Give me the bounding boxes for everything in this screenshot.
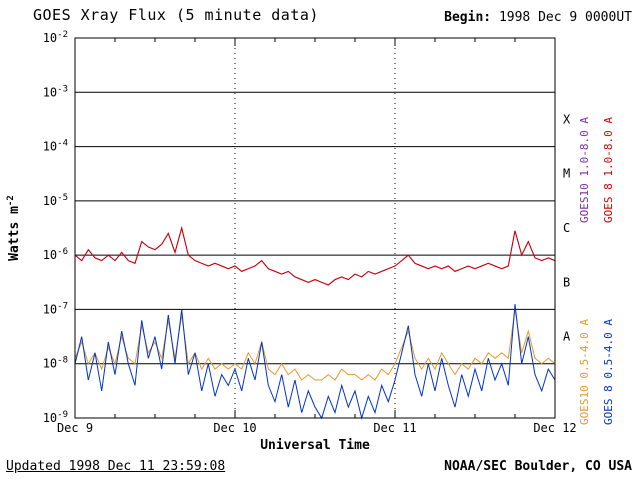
- x-axis-label: Universal Time: [260, 438, 370, 453]
- legend-label: GOES10 1.0-8.0 A: [578, 117, 591, 223]
- y-axis-label: Watts m-2: [6, 195, 22, 261]
- series-goes-8-0.5-4.0-a: [74, 303, 556, 420]
- y-tick-label: 10-3: [43, 84, 68, 99]
- legend-label: GOES 8 1.0-8.0 A: [602, 117, 615, 223]
- y-tick-label: 10-6: [43, 247, 68, 262]
- series-goes-8-1.0-8.0-a: [74, 226, 556, 286]
- flare-class-label: X: [563, 112, 571, 126]
- flare-class-label: C: [563, 221, 570, 235]
- begin-label: Begin:: [444, 10, 492, 25]
- series-goes10-0.5-4.0-a: [74, 309, 556, 381]
- legend-label: GOES 8 0.5-4.0 A: [602, 319, 615, 425]
- updated-timestamp: Updated 1998 Dec 11 23:59:08: [6, 459, 226, 474]
- y-tick-label: 10-2: [43, 30, 68, 45]
- begin-timestamp: Begin: 1998 Dec 9 0000UT: [444, 10, 632, 25]
- x-tick-label: Dec 9: [57, 421, 93, 435]
- x-tick-label: Dec 10: [213, 421, 256, 435]
- x-tick-label: Dec 12: [533, 421, 576, 435]
- y-tick-label: 10-7: [43, 301, 68, 316]
- series-goes10-1.0-8.0-a: [74, 226, 556, 286]
- y-tick-label: 10-8: [43, 356, 68, 371]
- y-tick-label: 10-5: [43, 193, 68, 208]
- legend-label: GOES10 0.5-4.0 A: [578, 319, 591, 425]
- credit-text: NOAA/SEC Boulder, CO USA: [444, 459, 632, 474]
- flare-class-label: A: [563, 330, 571, 344]
- page-title: GOES Xray Flux (5 minute data): [33, 6, 319, 24]
- begin-value: 1998 Dec 9 0000UT: [498, 10, 632, 25]
- y-tick-label: 10-4: [43, 139, 68, 154]
- x-tick-label: Dec 11: [373, 421, 416, 435]
- flare-class-label: M: [563, 167, 570, 181]
- plot-border: [74, 37, 556, 419]
- flare-class-label: B: [563, 275, 570, 289]
